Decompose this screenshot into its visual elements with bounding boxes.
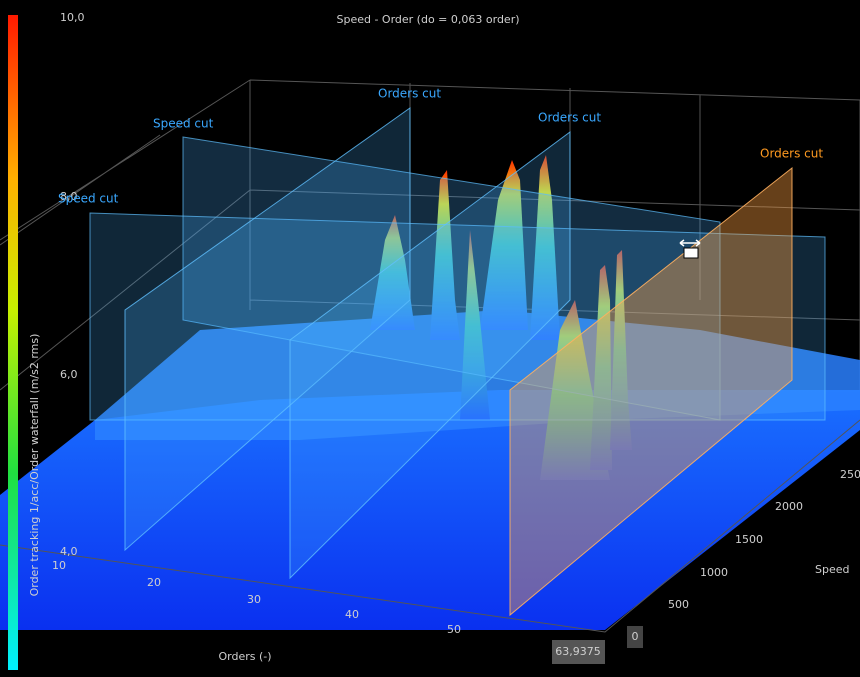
orders-tick: 50	[447, 623, 461, 636]
speed-zero-box	[627, 626, 643, 648]
cut-label: Speed cut	[153, 117, 214, 131]
speed-tick: 1500	[735, 533, 763, 546]
speed-tick: 1000	[700, 566, 728, 579]
cut-label: Speed cut	[58, 192, 119, 206]
speed-label: Speed	[815, 563, 849, 576]
orders-tick: 30	[247, 593, 261, 606]
colorbar-tick: 8,0	[60, 190, 78, 203]
orders-tick: 40	[345, 608, 359, 621]
colorbar-tick: 4,0	[60, 545, 78, 558]
axes	[0, 419, 860, 633]
floor	[0, 390, 860, 630]
orders-label: Orders (-)	[218, 650, 271, 663]
cursor-box	[552, 640, 605, 664]
cursor-icon	[679, 239, 701, 259]
cut-label: Orders cut	[760, 147, 823, 161]
speed-tick: 0	[632, 630, 639, 643]
speed-tick: 2500	[840, 468, 860, 481]
colorbar-label: Order tracking 1/acc/Order waterfall (m/…	[28, 334, 41, 597]
colorbar-tick: 10,0	[60, 11, 85, 24]
colorbar-tick: 6,0	[60, 368, 78, 381]
speed-tick: 500	[668, 598, 689, 611]
cut-label: Orders cut	[538, 111, 601, 125]
title: Speed - Order (do = 0,063 order)	[336, 13, 519, 26]
cursor-value: 63,9375	[555, 645, 601, 658]
orders-tick: 10	[52, 559, 66, 572]
cut-planes	[89, 107, 826, 617]
cut-label: Orders cut	[378, 87, 441, 101]
speed-tick: 2000	[775, 500, 803, 513]
color-bar	[8, 15, 18, 670]
orders-tick: 20	[147, 576, 161, 589]
